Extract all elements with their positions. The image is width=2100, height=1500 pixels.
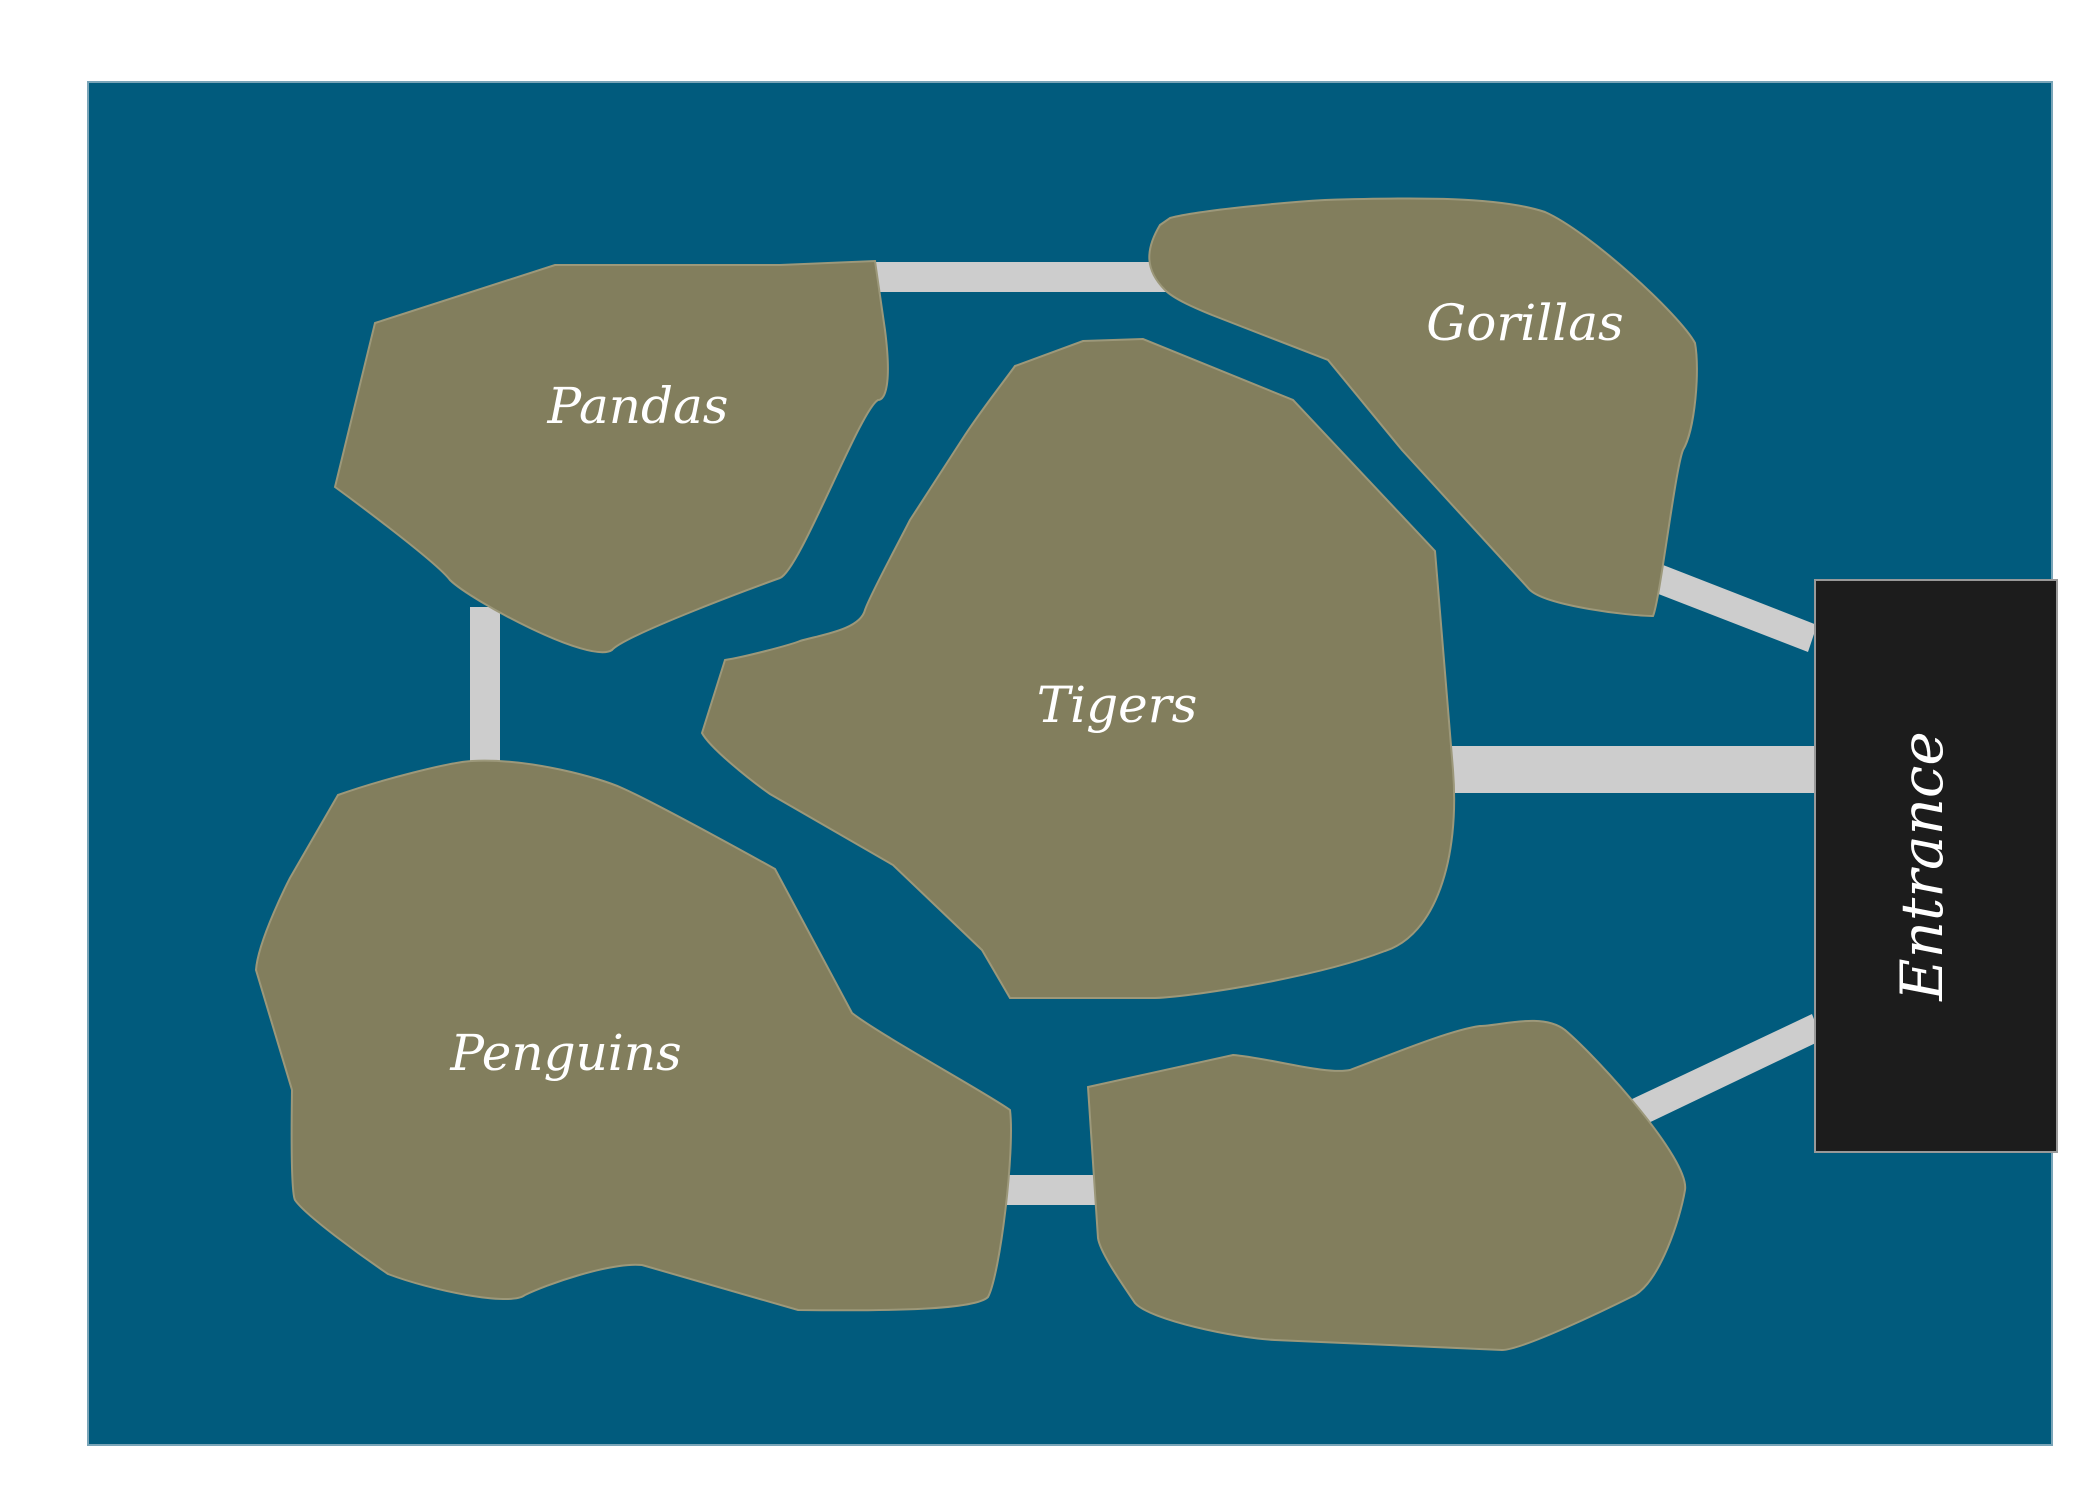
enclosure-tigers[interactable] — [700, 337, 1456, 999]
path-tigers-entrance — [1445, 746, 1815, 793]
enclosure-penguins[interactable] — [254, 759, 1012, 1312]
enclosure-unlabeled[interactable] — [1086, 1019, 1687, 1352]
enclosure-pandas[interactable] — [333, 259, 889, 654]
label-pandas: Pandas — [547, 377, 729, 435]
label-gorillas: Gorillas — [1426, 294, 1623, 352]
path-south-entrance — [1630, 1014, 1822, 1126]
enclosures — [254, 197, 1698, 1352]
label-entrance: Entrance — [1888, 731, 1956, 1001]
path-pandas-penguins — [470, 607, 500, 762]
label-tigers: Tigers — [1037, 676, 1198, 734]
enclosure-gorillas[interactable] — [1148, 197, 1698, 618]
path-gorillas-entrance — [1648, 563, 1817, 652]
path-pandas-gorillas — [875, 262, 1185, 292]
entrance-building[interactable] — [1814, 579, 2058, 1153]
label-penguins: Penguins — [449, 1024, 681, 1082]
